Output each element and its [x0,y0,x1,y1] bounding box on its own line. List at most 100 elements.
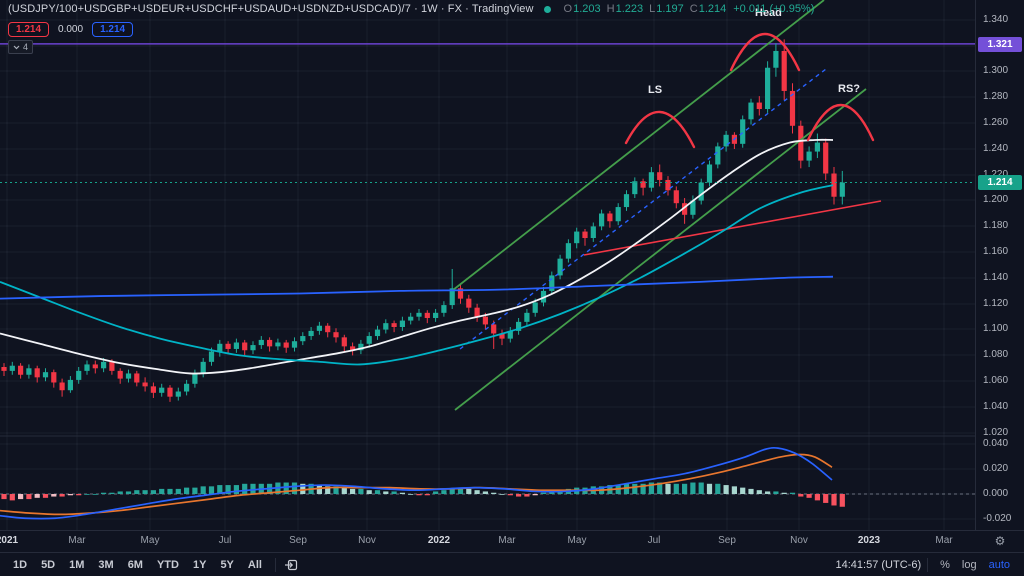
candle [142,382,148,387]
candle [18,365,24,375]
candle [441,305,447,313]
last-price-badge[interactable]: 1.214 [978,175,1022,190]
range-button-1m[interactable]: 1M [62,557,91,573]
range-button-5d[interactable]: 5D [34,557,62,573]
candle [125,373,132,379]
go-to-date-button[interactable] [284,558,299,572]
clock-display[interactable]: 14:41:57 (UTC-6) [835,559,922,571]
macd-hist-bar [789,492,796,494]
collapsed-drawings-badge[interactable]: 4 [8,40,34,54]
macd-hist-bar [391,491,397,494]
candle [698,182,704,201]
macd-hist-bar [499,494,505,495]
candle [208,351,215,362]
candle [26,368,32,375]
toolbar-divider [927,558,929,572]
macd-hist-bar [34,494,40,498]
candle [374,329,381,337]
sell-price-badge[interactable]: 1.214 [8,22,50,37]
time-tick-label: May [567,535,587,546]
macd-hist-bar [26,494,32,500]
range-button-all[interactable]: All [241,557,269,573]
macd-hist-bar [823,494,829,503]
channel-lower-green [454,88,867,411]
candle [823,142,829,174]
range-button-1d[interactable]: 1D [6,557,34,573]
macd-hist-bar [208,486,215,494]
macd-hist-bar [67,494,73,496]
candle [67,379,73,391]
candle [333,332,339,338]
macd-line [0,446,833,520]
range-button-ytd[interactable]: YTD [150,557,186,573]
price-tick-label: 1.200 [983,194,1009,205]
macd-hist-bar [167,488,173,494]
macd-hist-bar [532,494,538,496]
candle [200,361,206,374]
candle [839,182,845,197]
macd-hist-bar [192,487,198,494]
auto-scale-button[interactable]: auto [983,557,1016,573]
macd-hist-bar [665,483,671,494]
support-trendline-red [583,200,882,256]
log-scale-button[interactable]: log [956,557,983,573]
head-label[interactable]: Head [755,7,782,19]
macd-hist-bar [42,494,49,498]
price-tick-label: 1.240 [983,143,1009,154]
macd-hist-bar [673,483,679,494]
macd-hist-bar [623,483,630,494]
macd-hist-bar [291,482,298,494]
macd-hist-bar [416,494,422,496]
price-axis[interactable]: 1.321 1.214 1.340 1.300 1.280 1.260 1.240 1.2… [975,0,1024,530]
macd-hist-bar [142,490,148,494]
macd-hist-bar [682,483,688,494]
candle [748,102,754,120]
macd-hist-bar [723,485,729,494]
candle [275,342,281,347]
macd-hist-bar [806,494,812,498]
time-axis[interactable]: ⚙ 2021 Mar May Jul Sep Nov 2022 Mar May Jul Sep Nov… [0,530,1024,553]
ohlc-low-value: 1.197 [656,3,684,15]
alert-price-badge[interactable]: 1.321 [978,37,1022,52]
left-shoulder-label[interactable]: LS [648,84,663,96]
ohlc-open-label: O [563,3,573,15]
candle [433,312,439,318]
candle [682,203,688,215]
price-chart[interactable] [0,0,975,530]
macd-hist-bar [200,486,206,494]
candle [690,200,696,215]
price-tick-label: 1.280 [983,91,1009,102]
macd-hist-bar [715,483,721,494]
macd-hist-bar [408,494,414,495]
range-button-6m[interactable]: 6M [121,557,150,573]
symbol-title[interactable]: (USDJPY/100+USDGBP+USDEUR+USDCHF+USDAUD+… [8,3,534,15]
range-button-3m[interactable]: 3M [91,557,120,573]
chart-canvas[interactable]: (USDJPY/100+USDGBP+USDEUR+USDCHF+USDAUD+… [0,0,975,530]
macd-hist-bar [76,494,82,496]
drawings-count: 4 [23,42,29,52]
candle [341,337,347,347]
candle [524,312,530,322]
candle [34,368,40,378]
candle [84,364,90,371]
macd-hist-bar [441,490,447,494]
candle [632,181,638,195]
buy-price-badge[interactable]: 1.214 [92,22,134,37]
macd-hist-bar [740,487,746,494]
candle [615,207,621,222]
macd-hist-bar [316,485,322,494]
candle [233,342,239,349]
range-button-1y[interactable]: 1Y [186,557,213,573]
macd-hist-bar [698,482,704,494]
candle [657,172,663,180]
candle [424,312,430,318]
ma-mid-teal [0,184,834,366]
range-button-5y[interactable]: 5Y [213,557,240,573]
axis-settings-gear-icon[interactable]: ⚙ [994,534,1006,548]
candle [715,146,721,165]
candle [92,364,98,369]
candle [640,181,646,188]
right-shoulder-label[interactable]: RS? [838,83,860,95]
macd-hist-bar [731,486,737,494]
percent-scale-button[interactable]: % [934,557,956,573]
